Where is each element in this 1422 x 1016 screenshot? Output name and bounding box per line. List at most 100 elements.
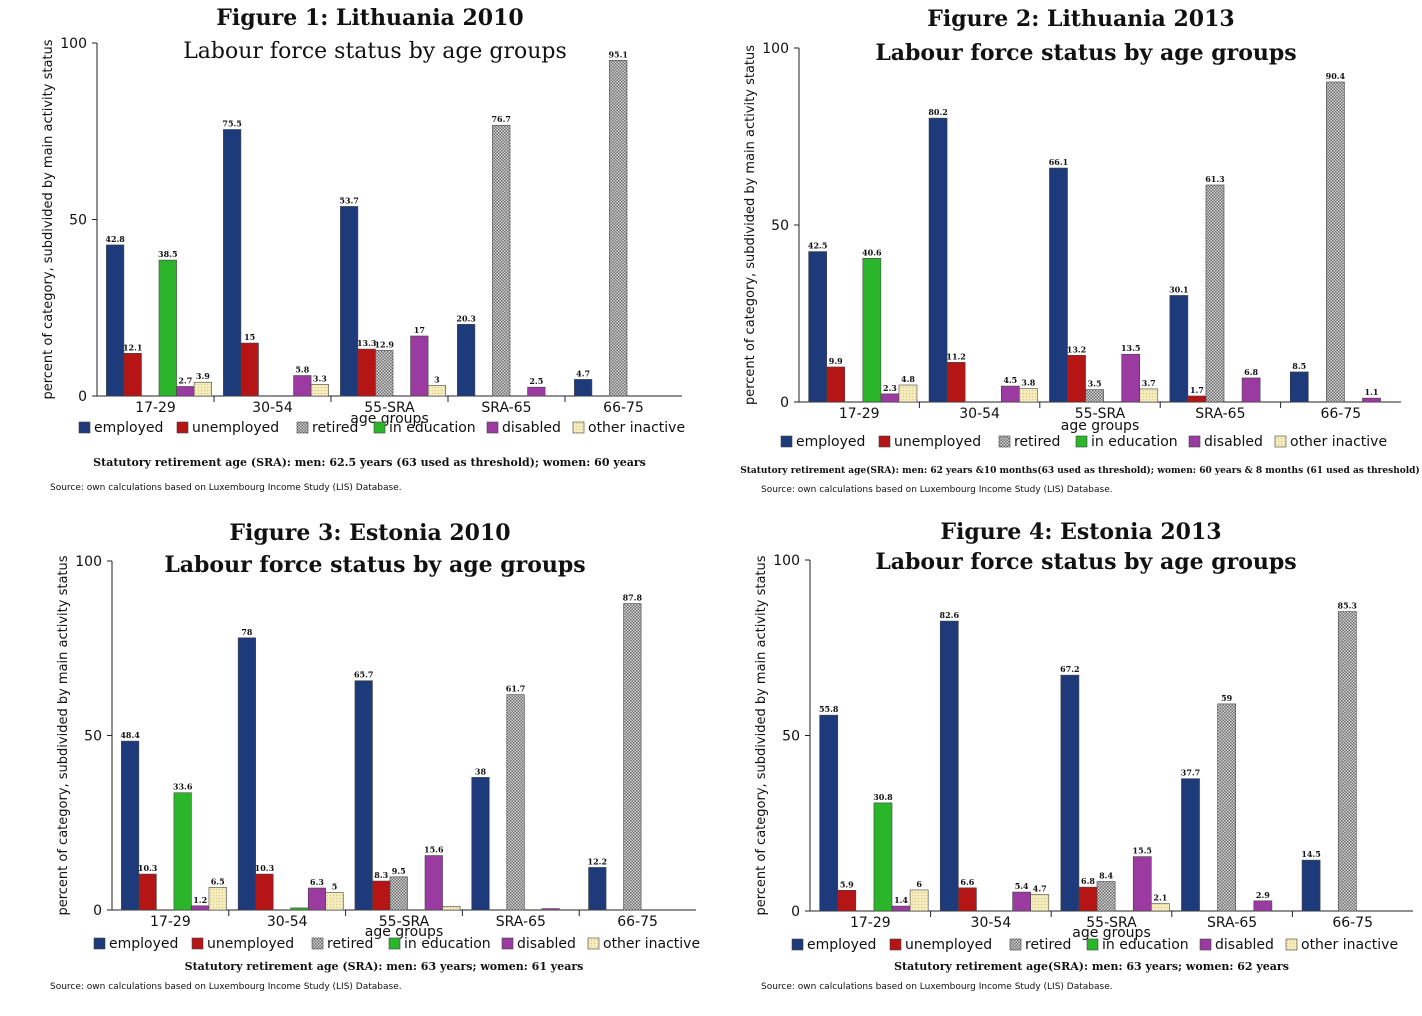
bar-retired — [1085, 389, 1104, 403]
chart-title: Figure 1: Lithuania 2010 — [216, 5, 523, 31]
legend-swatch-in-education — [1075, 435, 1088, 448]
data-label: 1.7 — [1190, 385, 1204, 395]
legend-swatch-employed — [93, 937, 106, 950]
legend-label-in-education: in education — [389, 420, 476, 436]
legend-swatch-unemployed — [889, 938, 902, 951]
bar-unemployed — [1067, 354, 1086, 403]
x-axis-label: age groups — [1061, 418, 1139, 434]
legend-label-employed: employed — [94, 420, 163, 436]
data-label: 12.9 — [374, 339, 394, 349]
data-label: 17 — [414, 325, 425, 335]
bar-other-inactive — [325, 892, 344, 911]
legend-label-in-education: in education — [1091, 434, 1178, 450]
x-tick-label: 17-29 — [150, 914, 191, 930]
bar-disabled — [891, 905, 911, 912]
legend-label-unemployed: unemployed — [207, 936, 294, 952]
chart-source: Source: own calculations based on Luxemb… — [761, 485, 1113, 495]
bar-employed — [237, 637, 256, 911]
y-tick-label: 50 — [84, 729, 102, 745]
bar-disabled — [307, 887, 327, 911]
bar-employed — [1181, 778, 1200, 912]
data-label: 38 — [475, 766, 487, 776]
y-tick-label: 100 — [773, 553, 800, 569]
bar-unemployed — [138, 873, 157, 911]
data-label: 8.3 — [374, 870, 388, 880]
bar-employed — [1301, 859, 1321, 912]
data-label: 6.8 — [1244, 367, 1258, 377]
x-tick-label: SRA-65 — [1195, 406, 1245, 422]
bar-employed — [1169, 295, 1189, 403]
bar-retired — [492, 124, 511, 397]
chart-subtitle: Labour force status by age groups — [875, 40, 1296, 66]
x-tick-label: 55-SRA — [379, 914, 430, 930]
bar-disabled — [1253, 900, 1273, 912]
x-tick-label: 17-29 — [850, 915, 891, 931]
legend-swatch-other-inactive — [1274, 435, 1287, 448]
x-tick-label: SRA-65 — [496, 914, 546, 930]
data-label: 42.5 — [808, 241, 827, 251]
chart-panel-lithuania-2013: Figure 2: Lithuania 2013 Labour force sta… — [711, 0, 1422, 508]
x-axis-label: age groups — [350, 411, 428, 427]
x-tick-label: 17-29 — [135, 400, 176, 416]
bar-retired — [1326, 81, 1345, 403]
chart-subtitle: Labour force status by age groups — [875, 549, 1296, 575]
legend-swatch-other-inactive — [572, 421, 585, 434]
legend-swatch-retired — [296, 421, 309, 434]
data-label: 3.8 — [1021, 378, 1035, 388]
data-label: 66.1 — [1049, 157, 1068, 167]
data-label: 15.5 — [1133, 846, 1152, 856]
data-label: 13.5 — [1121, 343, 1140, 353]
data-label: 61.7 — [506, 684, 525, 694]
chart-panel-estonia-2013: Figure 4: Estonia 2013 Labour force statu… — [711, 508, 1422, 1016]
x-tick-label: 55-SRA — [364, 400, 415, 416]
data-label: 14.5 — [1301, 849, 1320, 859]
chart-panel-lithuania-2010: Figure 1: Lithuania 2010 Labour force sta… — [0, 0, 711, 508]
legend-label-retired: retired — [1014, 434, 1060, 450]
x-tick-label: 66-75 — [1332, 915, 1373, 931]
bar-unemployed — [255, 873, 274, 911]
x-tick-label: 30-54 — [252, 400, 293, 416]
data-label: 13.3 — [357, 338, 377, 348]
bar-other-inactive — [1030, 894, 1050, 912]
bar-employed — [928, 117, 948, 403]
chart-panel-estonia-2010: Figure 3: Estonia 2010 Labour force statu… — [0, 508, 711, 1016]
bar-unemployed — [372, 880, 391, 911]
bar-retired — [1205, 184, 1225, 403]
bar-disabled — [176, 386, 195, 397]
bar-disabled — [541, 908, 560, 911]
legend-label-unemployed: unemployed — [192, 420, 279, 436]
legend-label-disabled: disabled — [1215, 937, 1274, 953]
legend-label-unemployed: unemployed — [894, 434, 981, 450]
bar-in-education — [158, 259, 177, 397]
data-label: 4.5 — [1003, 375, 1017, 385]
data-label: 2.3 — [883, 383, 897, 393]
legend-label-employed: employed — [807, 937, 876, 953]
legend-label-retired: retired — [312, 420, 358, 436]
bar-disabled — [1132, 856, 1152, 912]
data-label: 30.8 — [873, 792, 893, 802]
bar-employed — [457, 324, 476, 397]
bar-unemployed — [123, 352, 142, 397]
bar-employed — [471, 777, 490, 911]
data-label: 80.2 — [928, 107, 947, 117]
chart-source: Source: own calculations based on Luxemb… — [50, 982, 402, 992]
bar-employed — [574, 379, 593, 397]
bar-retired — [609, 59, 628, 397]
bar-disabled — [1000, 385, 1020, 403]
x-tick-label: 55-SRA — [1075, 406, 1126, 422]
bar-retired — [506, 694, 525, 911]
bar-retired — [375, 350, 394, 397]
y-tick-label: 0 — [780, 395, 789, 411]
bar-unemployed — [837, 889, 857, 912]
bar-unemployed — [826, 366, 846, 403]
data-label: 11.2 — [946, 351, 965, 361]
legend-swatch-employed — [791, 938, 804, 951]
bar-disabled — [424, 855, 443, 911]
legend-swatch-retired — [998, 435, 1011, 448]
y-tick-label: 50 — [771, 218, 789, 234]
legend-swatch-employed — [78, 421, 91, 434]
legend-label-disabled: disabled — [517, 936, 576, 952]
x-tick-label: 66-75 — [603, 400, 644, 416]
legend-label-disabled: disabled — [1204, 434, 1263, 450]
legend-label-in-education: in education — [1102, 937, 1189, 953]
